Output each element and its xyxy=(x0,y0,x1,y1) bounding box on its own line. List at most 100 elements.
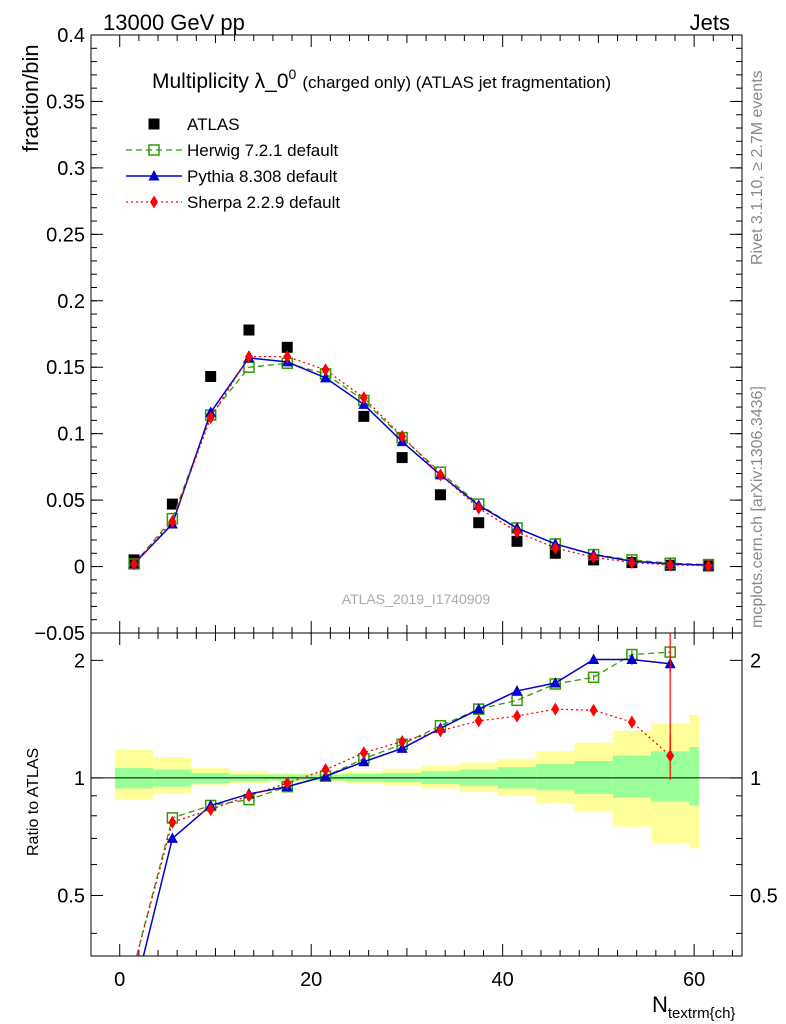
main-point-0 xyxy=(434,489,446,501)
main-point-3 xyxy=(627,556,636,570)
ratio-point-1 xyxy=(549,677,561,688)
ratio-ytick-label: 1 xyxy=(74,768,85,790)
ratio-point-1 xyxy=(129,988,140,999)
ratio-point-0 xyxy=(129,961,139,971)
main-title: Multiplicity λ_00 (charged only) (ATLAS j… xyxy=(152,66,611,93)
main-point-3 xyxy=(589,550,598,564)
main-point-3 xyxy=(513,525,522,539)
x-axis-label: Ntextrm{ch} xyxy=(652,992,735,1022)
legend-label-3: Sherpa 2.2.9 default xyxy=(187,193,340,212)
main-point-3 xyxy=(359,391,368,405)
ratio-bands xyxy=(114,714,699,849)
ratio-point-1 xyxy=(511,684,523,696)
main-title-suffix: (charged only) (ATLAS jet fragmentation) xyxy=(302,73,611,92)
x-tick-label: 0 xyxy=(114,969,125,991)
main-ytick-label: 0.2 xyxy=(57,291,85,313)
ratio-ytick-label: 0.5 xyxy=(57,886,85,908)
main-point-0 xyxy=(205,371,217,383)
main-point-0 xyxy=(396,452,408,464)
ratio-point-2 xyxy=(206,803,215,817)
ratio-point-1 xyxy=(166,832,178,843)
main-series xyxy=(128,324,715,573)
ratio-ytick-label: 2 xyxy=(74,650,85,672)
main-title-sup: 0 xyxy=(289,66,297,82)
ratio-point-1 xyxy=(626,653,638,665)
main-point-3 xyxy=(474,501,483,515)
ratio-point-0 xyxy=(587,671,600,684)
main-point-3 xyxy=(168,514,177,528)
ratio-y-axis-label: Ratio to ATLAS xyxy=(25,748,42,856)
x-tick-label: 60 xyxy=(683,969,705,991)
ratio-ytick-label-right: 1 xyxy=(750,768,761,790)
main-point-3 xyxy=(283,350,292,364)
side-label-rivet: Rivet 3.1.10, ≥ 2.7M events xyxy=(749,70,766,265)
main-point-0 xyxy=(243,324,255,336)
header-left: 13000 GeV pp xyxy=(103,10,245,35)
main-ytick-label: −0.05 xyxy=(34,623,85,645)
legend-marker-1 xyxy=(148,144,160,156)
main-line-3 xyxy=(133,355,709,567)
main-ytick-label: 0.05 xyxy=(46,490,85,512)
ratio-ytick-label-right: 0.5 xyxy=(750,886,778,908)
ratio-line-1 xyxy=(142,658,671,956)
ratio-point-2 xyxy=(130,959,138,972)
band-inner-15 xyxy=(689,747,699,806)
legend-label-2: Pythia 8.308 default xyxy=(187,167,338,186)
main-panel: −0.05 0 0.05 0.1 0.15 0.2 0.25 0.3 0.35 0.4 xyxy=(34,25,743,645)
ratio-point-1 xyxy=(358,755,370,767)
main-point-3 xyxy=(666,558,675,572)
main-point-3 xyxy=(436,468,445,482)
main-ytick-label: 0.4 xyxy=(57,25,85,47)
main-point-2 xyxy=(320,371,332,383)
main-ytick-label: 0.15 xyxy=(46,357,85,379)
ratio-ytick-label-right: 2 xyxy=(750,650,761,672)
ratio-point-2 xyxy=(244,789,253,803)
ratio-series xyxy=(129,633,676,999)
main-ytick-label: 0.3 xyxy=(57,158,85,180)
analysis-id-label: ATLAS_2019_I1740909 xyxy=(342,591,491,607)
ratio-point-1 xyxy=(473,703,485,714)
legend-marker-3 xyxy=(150,195,158,209)
ratio-point-2 xyxy=(513,709,522,723)
main-point-0 xyxy=(358,410,370,422)
ratio-point-2 xyxy=(398,734,407,748)
ratio-point-2 xyxy=(627,715,636,729)
main-point-0 xyxy=(166,498,178,510)
main-point-3 xyxy=(244,350,253,364)
main-ytick-label: 0.35 xyxy=(46,91,85,113)
legend-label-0: ATLAS xyxy=(187,115,240,134)
ratio-panel: 0 20 40 60 0.5 0.5 1 1 2 2 xyxy=(57,632,778,999)
ratio-point-1 xyxy=(588,653,600,665)
legend-marker-2 xyxy=(148,170,160,181)
ratio-point-2 xyxy=(168,815,177,829)
legend: ATLAS Herwig 7.2.1 default Pythia 8.308 de… xyxy=(126,115,340,212)
main-point-0 xyxy=(511,535,523,547)
main-point-3 xyxy=(551,541,560,555)
main-point-0 xyxy=(281,341,293,353)
band-inner-13 xyxy=(612,755,652,798)
main-ytick-label: 0.25 xyxy=(46,224,85,246)
main-point-3 xyxy=(704,559,713,573)
ratio-point-0 xyxy=(511,694,523,707)
ratio-point-2 xyxy=(359,746,368,760)
legend-label-1: Herwig 7.2.1 default xyxy=(187,141,338,160)
ratio-point-2 xyxy=(474,714,483,728)
ratio-point-2 xyxy=(283,776,292,790)
main-y-axis-label: fraction/bin xyxy=(18,44,43,152)
legend-marker-0 xyxy=(148,118,160,130)
main-line-2 xyxy=(133,357,709,566)
main-point-3 xyxy=(130,557,139,571)
header-right: Jets xyxy=(690,10,730,35)
main-ytick-label: 0 xyxy=(74,557,85,579)
side-label-mcplots: mcplots.cern.ch [arXiv:1306.3436] xyxy=(749,386,766,628)
x-axis-label-sub: textrm{ch} xyxy=(668,1005,736,1022)
x-tick-label: 40 xyxy=(492,969,514,991)
ratio-point-2 xyxy=(589,703,598,717)
main-line-1 xyxy=(133,362,709,566)
ratio-point-2 xyxy=(436,724,445,738)
ratio-frame xyxy=(90,632,743,957)
main-point-0 xyxy=(473,517,485,529)
main-ytick-label: 0.1 xyxy=(57,424,85,446)
main-point-3 xyxy=(398,429,407,443)
